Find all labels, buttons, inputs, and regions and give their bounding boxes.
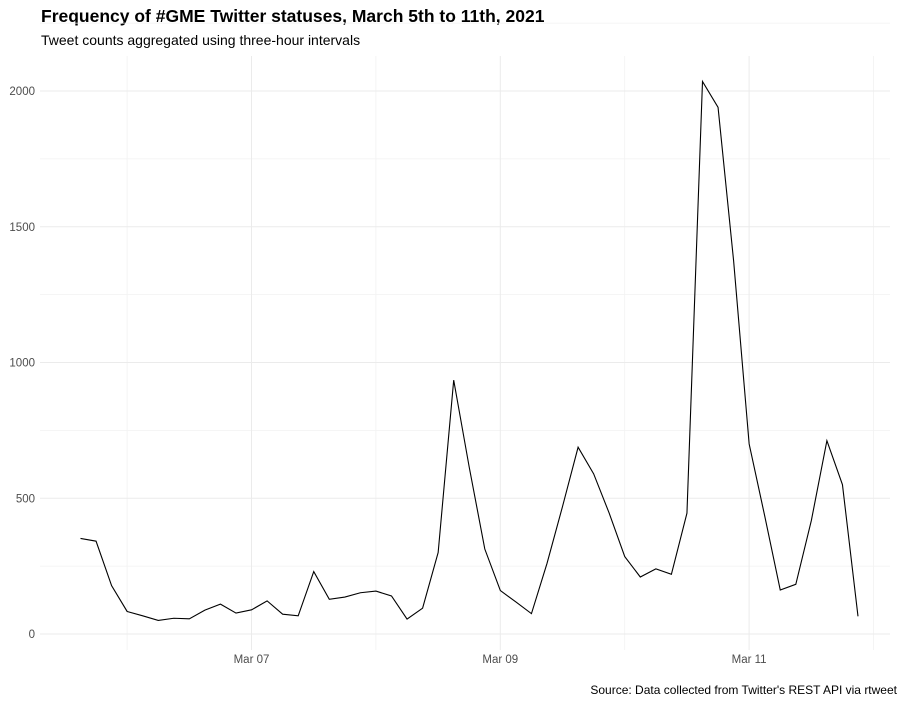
- x-tick-label: Mar 09: [482, 654, 518, 666]
- y-tick-label: 500: [16, 493, 35, 505]
- chart-subtitle: Tweet counts aggregated using three-hour…: [41, 32, 361, 48]
- chart-title: Frequency of #GME Twitter statuses, Marc…: [41, 6, 545, 26]
- y-tick-label: 1000: [9, 358, 35, 370]
- y-tick-label: 2000: [9, 86, 35, 98]
- chart-caption: Source: Data collected from Twitter's RE…: [590, 683, 897, 697]
- x-tick-label: Mar 07: [234, 654, 270, 666]
- tweet-count-line: [80, 79, 859, 621]
- y-tick-label: 0: [29, 629, 35, 641]
- y-tick-label: 1500: [9, 222, 35, 234]
- x-tick-label: Mar 11: [732, 654, 767, 666]
